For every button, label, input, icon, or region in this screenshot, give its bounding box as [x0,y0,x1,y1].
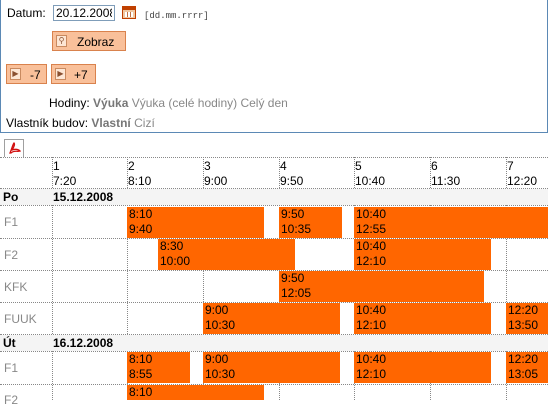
hours-option-teaching[interactable]: Výuka [93,96,129,110]
calendar-icon[interactable] [122,6,136,19]
week-forward-button[interactable]: ▶ +7 [51,64,96,84]
date-format-hint: [dd.mm.rrrr] [144,11,209,21]
day-header-tuesday: Út 16.12.2008 [0,335,548,351]
event-block[interactable]: 8:10 9:40 [127,207,264,238]
week-back-button[interactable]: ▶ -7 [6,64,47,84]
room-label: FUUK [4,312,37,326]
date-input[interactable] [53,5,115,21]
owner-label: Vlastník budov: [6,116,89,130]
step-icon: ▶ [10,68,21,80]
room-label: F2 [4,393,19,407]
event-block[interactable]: 8:10 8:55 [127,352,190,383]
week-forward-label: +7 [74,68,88,82]
slot-header-7: 7 12:20 [507,159,538,188]
room-label: F1 [4,361,19,375]
event-block[interactable]: 9:00 10:30 [203,352,340,383]
slot-header-6: 6 11:30 [431,159,461,188]
slot-header-4: 4 9:50 [280,159,304,188]
slot-header-3: 3 9:00 [204,159,228,188]
event-block[interactable]: 10:40 12:55 [354,207,548,238]
filter-panel: Datum: [dd.mm.rrrr] ⚲ Zobraz ▶ -7 ▶ +7 H… [0,0,548,133]
magnifier-icon: ⚲ [56,35,67,47]
owner-option-own[interactable]: Vlastní [91,116,131,130]
show-button-label: Zobraz [77,35,115,49]
event-block[interactable]: 12:20 13:05 [506,352,548,383]
day-date: 16.12.2008 [53,336,114,350]
hours-filter: Hodiny: Výuka Výuka (celé hodiny) Celý d… [49,96,288,110]
event-block[interactable]: 9:00 10:30 [203,303,340,334]
slot-header-1: 1 7:20 [53,159,77,188]
hours-option-whole-day[interactable]: Celý den [240,96,288,110]
day-name: Po [3,190,19,204]
room-label: F1 [4,215,19,229]
event-block[interactable]: 10:40 12:10 [354,303,491,334]
event-block[interactable]: 9:50 10:35 [279,207,342,238]
pdf-export-icon[interactable] [4,139,24,157]
step-icon: ▶ [55,68,66,80]
day-date: 15.12.2008 [53,190,114,204]
hours-label: Hodiny: [49,96,90,110]
event-block[interactable]: 8:30 10:00 [158,239,295,270]
date-label: Datum: [7,6,46,20]
week-back-label: -7 [30,68,41,82]
room-label: KFK [4,280,28,294]
event-block[interactable]: 8:10 [127,385,264,400]
event-block[interactable]: 10:40 12:10 [354,239,491,270]
hours-option-full-hours[interactable]: Výuka (celé hodiny) [131,96,238,110]
show-button[interactable]: ⚲ Zobraz [52,31,126,51]
day-name: Út [3,336,16,350]
slot-header-2: 2 8:10 [128,159,152,188]
event-block[interactable]: 9:50 12:05 [279,271,484,302]
owner-filter: Vlastník budov: Vlastní Cizí [6,116,155,130]
slot-header-5: 5 10:40 [355,159,386,188]
day-header-monday: Po 15.12.2008 [0,189,548,205]
event-block[interactable]: 10:40 12:10 [354,352,491,383]
owner-option-foreign[interactable]: Cizí [134,116,155,130]
event-block[interactable]: 12:20 13:50 [506,303,548,334]
room-label: F2 [4,248,19,262]
